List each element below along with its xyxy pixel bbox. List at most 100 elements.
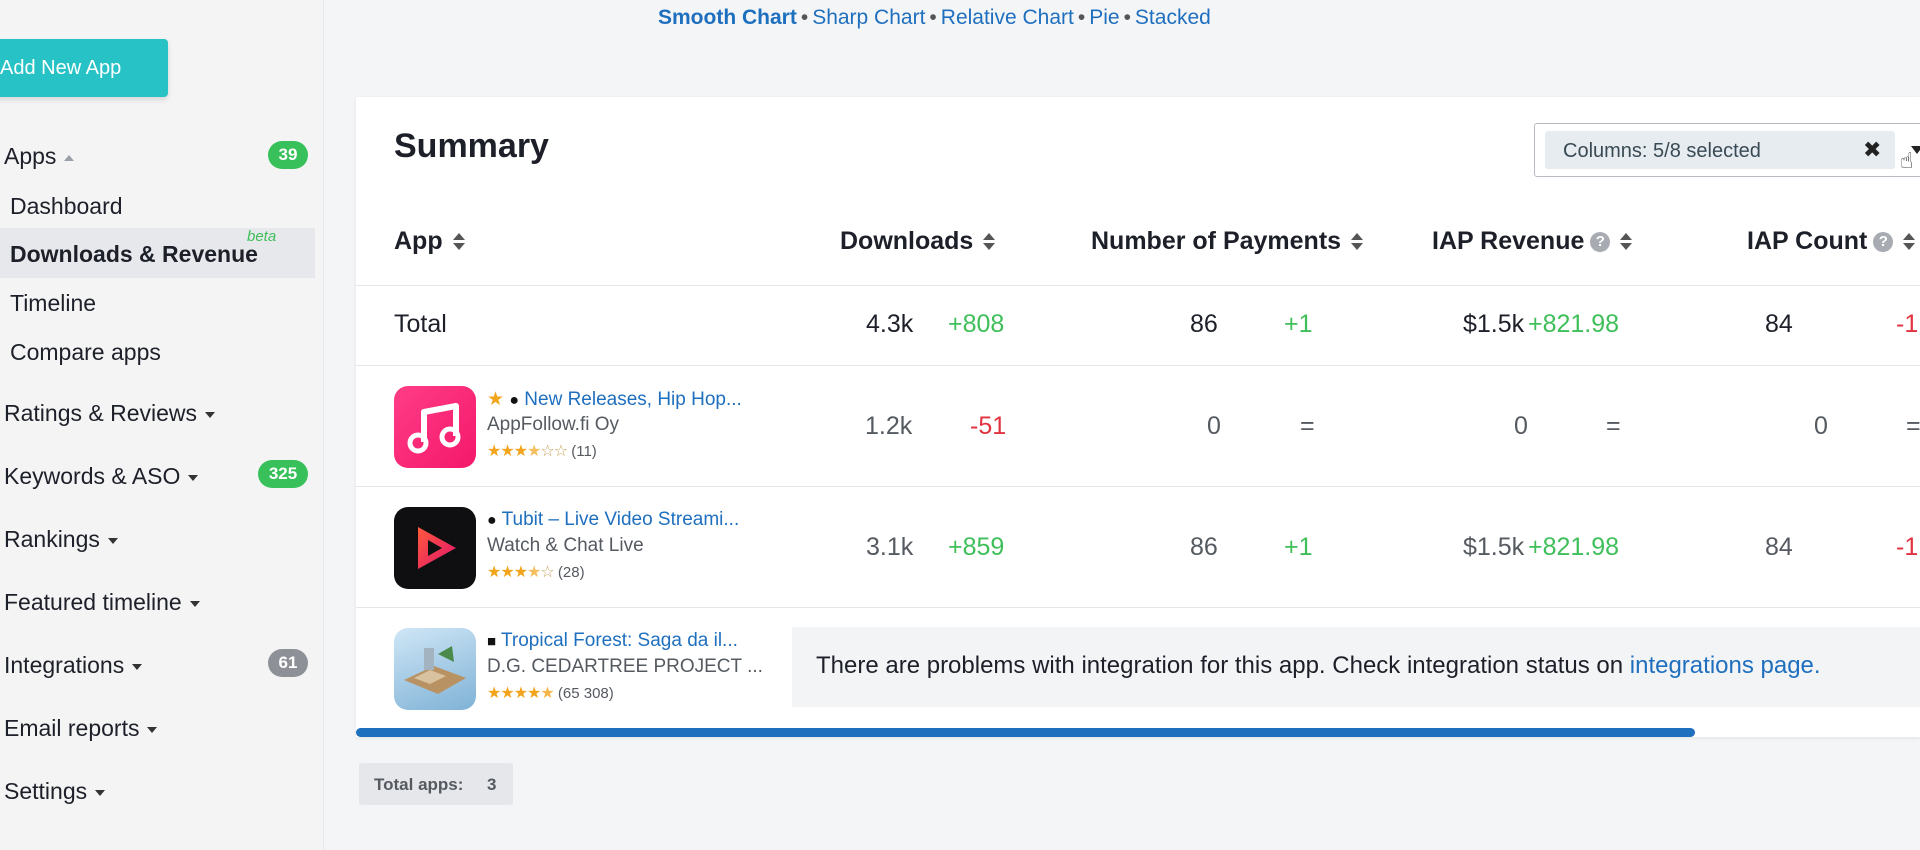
caret-down-icon: [95, 789, 106, 796]
app-iap-revenue-delta: =: [1606, 412, 1621, 440]
summary-title: Summary: [394, 127, 549, 165]
caret-down-icon: [147, 726, 158, 733]
help-icon[interactable]: ?: [1873, 232, 1894, 253]
star-icon: ★: [487, 389, 505, 410]
sidebar-item-ratings-reviews[interactable]: Ratings & Reviews: [4, 400, 216, 427]
stacked-chart-link[interactable]: Stacked: [1134, 6, 1211, 29]
caret-down-icon: [132, 663, 143, 670]
island-scene-icon: [404, 646, 466, 694]
app-rating: ★★★★☆☆ (11): [487, 443, 597, 460]
app-downloads: 1.2k: [865, 412, 913, 440]
total-iap-revenue: $1.5k: [1463, 310, 1525, 338]
relative-chart-link[interactable]: Relative Chart: [940, 6, 1074, 29]
sort-icon: [1903, 232, 1916, 252]
sort-icon: [1351, 232, 1364, 252]
apple-icon: ●: [509, 392, 519, 409]
app-developer: AppFollow.fi Oy: [487, 414, 619, 435]
app-icon-tubit[interactable]: [394, 507, 476, 589]
app-title-link[interactable]: ★ ● New Releases, Hip Hop...: [487, 389, 742, 410]
app-payments-delta: =: [1300, 412, 1315, 440]
caret-down-icon: [107, 537, 118, 544]
app-iap-count-delta: -1: [1896, 533, 1919, 561]
total-iap-revenue-delta: +821.98: [1528, 310, 1620, 338]
sort-icon: [452, 232, 465, 252]
rating-stars-icon: ★★★★★: [487, 685, 555, 702]
horizontal-scrollbar-thumb[interactable]: [356, 728, 1695, 737]
columns-chip: Columns: 5/8 selected ✖: [1545, 131, 1895, 169]
clear-icon[interactable]: ✖: [1863, 137, 1882, 162]
app-iap-revenue: $1.5k: [1463, 533, 1525, 561]
android-icon: ■: [487, 633, 497, 650]
app-title-link[interactable]: ■ Tropical Forest: Saga da il...: [487, 630, 738, 651]
columns-select[interactable]: Columns: 5/8 selected ✖: [1534, 123, 1920, 177]
pie-chart-link[interactable]: Pie: [1089, 6, 1120, 29]
total-downloads-delta: +808: [948, 310, 1005, 338]
sidebar-item-keywords-aso[interactable]: Keywords & ASO: [4, 463, 199, 490]
sidebar-item-timeline[interactable]: Timeline: [10, 290, 97, 316]
sidebar-item-settings[interactable]: Settings: [4, 778, 106, 805]
sidebar-item-rankings[interactable]: Rankings: [4, 526, 118, 553]
integration-warning: There are problems with integration for …: [792, 627, 1920, 707]
sidebar-item-dashboard[interactable]: Dashboard: [10, 193, 123, 219]
app-rating: ★★★★★ (65 308): [487, 685, 614, 702]
app-downloads-delta: -51: [970, 412, 1007, 440]
sidebar: Add New App Apps 39 Dashboard Downloads …: [0, 0, 324, 850]
column-header-iap-revenue[interactable]: IAP Revenue?: [1432, 227, 1633, 256]
app-iap-revenue: 0: [1514, 412, 1528, 440]
integrations-page-link[interactable]: integrations page.: [1629, 652, 1821, 679]
beta-badge: beta: [247, 228, 277, 245]
app-iap-count: 0: [1814, 412, 1828, 440]
play-icon: [418, 527, 456, 569]
help-icon[interactable]: ?: [1590, 232, 1611, 253]
row-divider: [356, 365, 1920, 366]
total-label: Total: [394, 310, 447, 338]
add-new-app-button[interactable]: Add New App: [0, 39, 168, 97]
row-divider: [356, 285, 1920, 286]
pointer-cursor-icon: ☝: [1900, 148, 1914, 173]
sidebar-item-integrations[interactable]: Integrations: [4, 652, 143, 679]
apple-icon: ●: [487, 512, 497, 529]
keywords-count-badge: 325: [258, 460, 308, 488]
warning-text: There are problems with integration for …: [816, 652, 1630, 679]
column-header-payments[interactable]: Number of Payments: [1091, 227, 1364, 256]
sidebar-item-email-reports[interactable]: Email reports: [4, 715, 158, 742]
total-iap-count-delta: -1: [1896, 310, 1919, 338]
app-iap-count-delta: =: [1906, 412, 1920, 440]
sidebar-item-apps[interactable]: Apps: [4, 143, 75, 170]
sidebar-item-compare-apps[interactable]: Compare apps: [10, 339, 161, 365]
apps-count-badge: 39: [268, 141, 308, 169]
total-downloads: 4.3k: [866, 310, 914, 338]
total-iap-count: 84: [1765, 310, 1793, 338]
sort-icon: [983, 232, 996, 252]
app-title-link[interactable]: ● Tubit – Live Video Streami...: [487, 509, 740, 530]
app-developer: Watch & Chat Live: [487, 535, 644, 556]
summary-card: Summary Columns: 5/8 selected ✖ App Down…: [356, 97, 1920, 737]
column-header-iap-count[interactable]: IAP Count?: [1747, 227, 1916, 256]
sharp-chart-link[interactable]: Sharp Chart: [812, 6, 926, 29]
caret-down-icon: [205, 411, 216, 418]
app-payments-delta: +1: [1284, 533, 1313, 561]
integrations-count-badge: 61: [268, 649, 308, 677]
total-payments: 86: [1190, 310, 1218, 338]
rating-stars-icon: ★★★★☆☆: [487, 443, 568, 460]
app-downloads: 3.1k: [866, 533, 914, 561]
total-apps-badge: Total apps: 3: [359, 763, 513, 805]
caret-down-icon: [189, 600, 200, 607]
row-divider: [356, 486, 1920, 487]
app-icon-tropical-forest[interactable]: [394, 628, 476, 710]
app-downloads-delta: +859: [948, 533, 1005, 561]
column-header-app[interactable]: App: [394, 227, 465, 256]
row-divider: [356, 607, 1920, 608]
caret-down-icon: [188, 474, 199, 481]
sidebar-item-featured-timeline[interactable]: Featured timeline: [4, 589, 200, 616]
chevron-down-icon[interactable]: [1911, 146, 1920, 154]
smooth-chart-link[interactable]: Smooth Chart: [658, 6, 797, 29]
sort-icon: [1620, 232, 1633, 252]
column-header-downloads[interactable]: Downloads: [840, 227, 996, 256]
rating-stars-icon: ★★★★☆: [487, 564, 555, 581]
sidebar-item-downloads-revenue[interactable]: Downloads & Revenue beta: [0, 228, 315, 278]
app-iap-count: 84: [1765, 533, 1793, 561]
total-payments-delta: +1: [1284, 310, 1313, 338]
app-icon-music[interactable]: [394, 386, 476, 468]
app-developer: D.G. CEDARTREE PROJECT ...: [487, 656, 763, 677]
